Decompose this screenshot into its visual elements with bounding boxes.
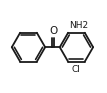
Text: O: O xyxy=(49,26,58,36)
Text: NH2: NH2 xyxy=(69,21,89,30)
Text: Cl: Cl xyxy=(72,65,81,74)
